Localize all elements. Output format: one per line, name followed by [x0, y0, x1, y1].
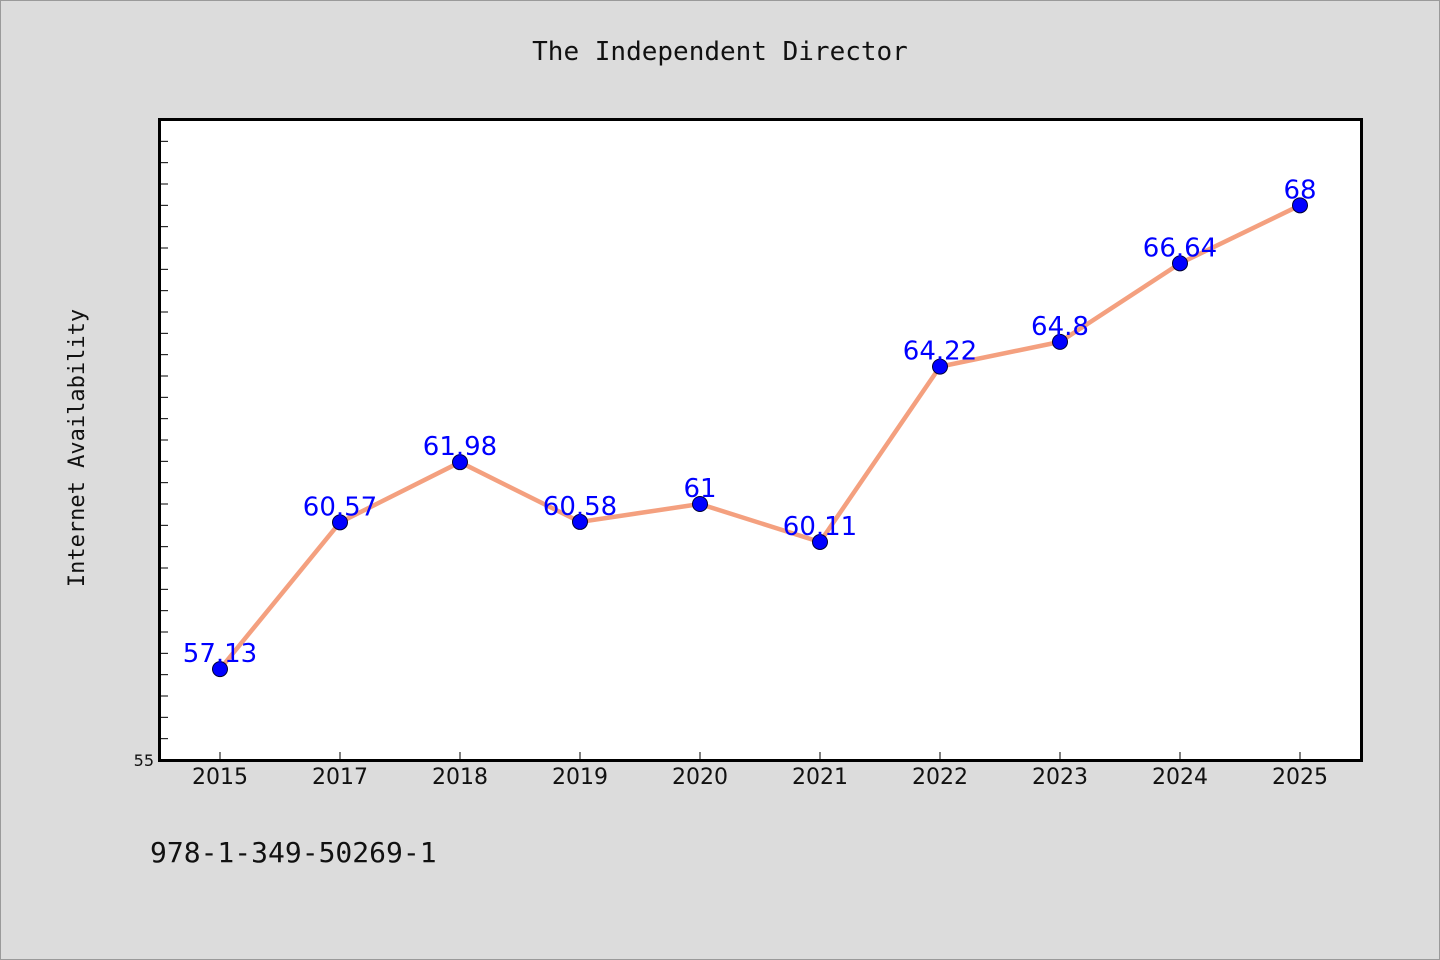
x-tick-label: 2019: [552, 765, 608, 790]
y-axis-label: Internet Availability: [65, 309, 90, 587]
data-label: 60.58: [543, 492, 617, 522]
x-tick-label: 2025: [1272, 765, 1328, 790]
x-tick-label: 2015: [192, 765, 248, 790]
data-label: 66.64: [1143, 233, 1217, 263]
x-tick-label: 2017: [312, 765, 368, 790]
data-point: [812, 533, 828, 550]
data-point: [572, 513, 588, 530]
x-tick-label: 2021: [792, 765, 848, 790]
x-tick-label: 2024: [1152, 765, 1208, 790]
data-point: [692, 496, 708, 512]
data-point: [1052, 333, 1068, 350]
series-line-layer: [218, 203, 1301, 671]
data-label: 61.98: [423, 432, 497, 462]
plot-area: [158, 118, 1363, 762]
data-point: [1172, 255, 1188, 272]
data-label: 64.8: [1031, 312, 1089, 342]
x-tick-label: 2023: [1032, 765, 1088, 790]
data-point: [932, 358, 948, 375]
data-label: 60.57: [303, 492, 377, 522]
series-line: [218, 203, 1301, 671]
x-tick-label: 2022: [912, 765, 968, 790]
y-tick-label: 55: [134, 751, 154, 770]
data-label: 57.13: [183, 639, 257, 669]
data-label: 64.22: [903, 337, 977, 367]
x-tick-label: 2018: [432, 765, 488, 790]
data-point: [332, 514, 348, 531]
data-point: [452, 454, 468, 471]
y-axis-ticks: 55: [134, 140, 168, 770]
data-label-layer: 57.13 60.57 61.98 60.58 61 60.11 64.22 64.8 66.6…: [183, 175, 1317, 669]
chart-title: The Independent Director: [532, 37, 908, 67]
data-label: 60.11: [783, 512, 857, 542]
data-label: 61: [683, 474, 716, 504]
x-axis-ticks: 2015 2017 2018 2019 2020 2021 2022 2023 2024 2025: [192, 752, 1328, 790]
series-marker-layer: [212, 197, 1308, 678]
data-point: [1292, 197, 1308, 214]
data-label: 68: [1283, 175, 1316, 205]
isbn-footer: 978-1-349-50269-1: [150, 836, 437, 869]
x-tick-label: 2020: [672, 765, 728, 790]
data-point: [212, 661, 228, 678]
